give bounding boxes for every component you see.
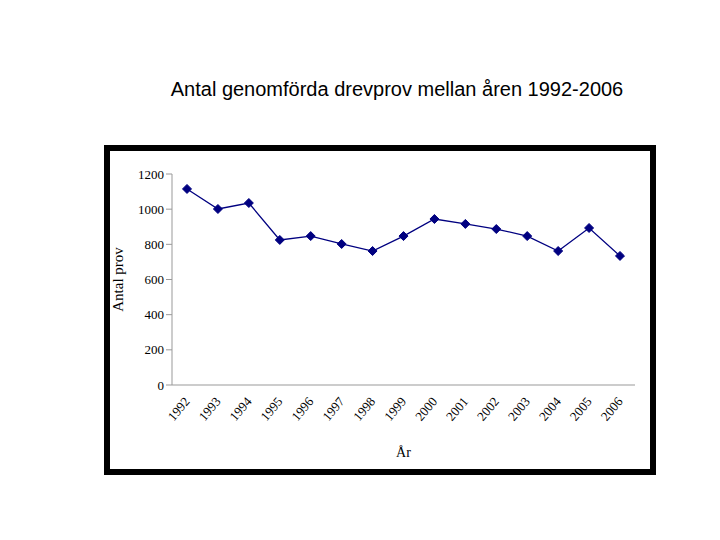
svg-text:200: 200	[145, 342, 165, 357]
svg-text:2003: 2003	[505, 394, 533, 424]
svg-text:1997: 1997	[319, 394, 348, 424]
svg-text:0: 0	[158, 378, 165, 393]
svg-text:2005: 2005	[567, 394, 595, 424]
svg-text:1998: 1998	[350, 394, 378, 424]
svg-text:400: 400	[145, 307, 165, 322]
svg-text:2002: 2002	[474, 394, 502, 424]
svg-text:1993: 1993	[195, 394, 223, 424]
svg-text:1000: 1000	[138, 202, 164, 217]
svg-text:1995: 1995	[257, 394, 285, 424]
svg-text:År: År	[396, 445, 411, 460]
svg-text:800: 800	[145, 237, 165, 252]
svg-text:2000: 2000	[412, 394, 440, 424]
svg-text:2006: 2006	[598, 394, 627, 424]
svg-text:1994: 1994	[226, 394, 255, 424]
svg-text:2004: 2004	[536, 394, 565, 424]
svg-text:1992: 1992	[165, 394, 193, 424]
svg-text:600: 600	[145, 272, 165, 287]
svg-text:1999: 1999	[381, 394, 409, 424]
svg-text:1200: 1200	[138, 167, 164, 182]
html-text:Antal genomförda drevprov mell: Antal genomförda drevprov mellan åren 19…	[170, 78, 624, 100]
svg-text:1996: 1996	[288, 394, 317, 424]
svg-text:Antal prov: Antal prov	[110, 247, 126, 312]
svg-text:2001: 2001	[443, 394, 471, 424]
